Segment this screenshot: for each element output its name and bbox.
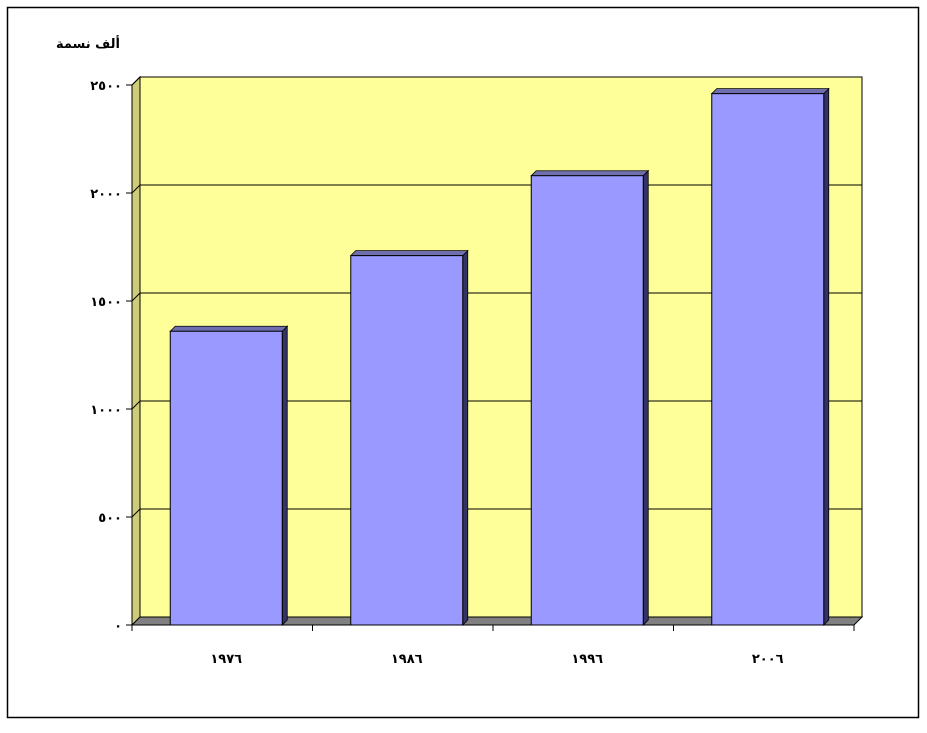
x-tick-label: ١٩٨٦ <box>391 652 423 667</box>
bar-top <box>169 325 289 332</box>
y-tick-label: ١٠٠٠ <box>90 403 122 418</box>
y-tick-label: ٢٠٠٠ <box>90 187 122 202</box>
y-tick-label: ٥٠٠ <box>98 511 122 526</box>
plot-area: ٠ ٥٠٠ ١٠٠٠ ١٥٠٠ ٢٠٠٠ ٢٥٠٠ ١٩٧٦ ١٩٨٦ ١٩٩٦ ٢٠٠٦ <box>90 75 864 667</box>
x-tick-label: ١٩٧٦ <box>210 652 242 667</box>
gridline-depth <box>131 76 141 86</box>
gridline-depth <box>131 292 141 302</box>
bar <box>530 175 644 626</box>
bar-top <box>530 170 650 177</box>
y-tick-label: ١٥٠٠ <box>90 295 122 310</box>
bar <box>711 93 825 626</box>
gridline-depth <box>131 508 141 518</box>
y-axis-unit-label: ألف نسمة <box>56 35 120 52</box>
bar <box>169 330 283 626</box>
gridline-depth <box>131 184 141 194</box>
x-tick-label: ١٩٩٦ <box>571 652 603 667</box>
gridline-depth <box>131 400 141 410</box>
x-tick-label: ٢٠٠٦ <box>752 652 784 667</box>
bar <box>350 255 464 626</box>
bar-top <box>349 250 469 257</box>
plot-side-wall <box>131 75 141 627</box>
y-tick-label: ٢٥٠٠ <box>90 79 122 94</box>
y-tick-label: ٠ <box>114 619 122 634</box>
bar-side <box>823 87 830 626</box>
bar-side <box>642 169 649 626</box>
bar-side <box>462 249 469 626</box>
bar-top <box>710 88 830 95</box>
bar-side <box>281 325 288 626</box>
